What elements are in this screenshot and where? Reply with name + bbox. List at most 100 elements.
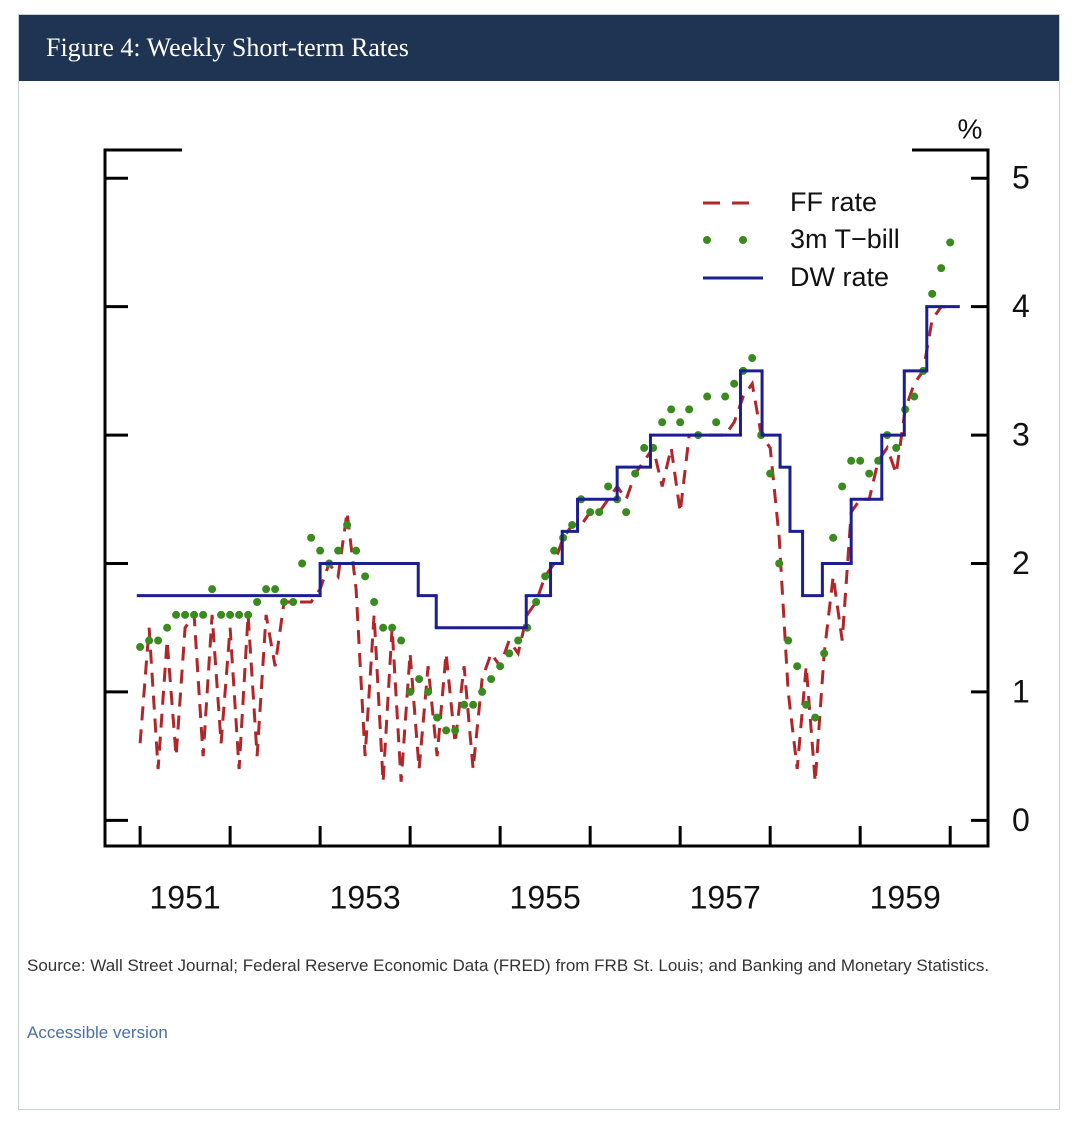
tbill-dot [244, 610, 253, 619]
tbill-dot [712, 418, 721, 427]
tbill-dot [361, 572, 370, 581]
tbill-dot [190, 610, 199, 619]
tbill-dot [892, 443, 901, 452]
legend-label: DW rate [790, 262, 889, 292]
tbill-dot [514, 636, 523, 645]
tbill-dot [262, 585, 271, 594]
tbill-dot [622, 508, 631, 517]
ff-line [138, 305, 951, 782]
tbill-dot [172, 610, 181, 619]
tbill-dot [811, 713, 820, 722]
tbill-dot [217, 610, 226, 619]
header-bar: Figure 4: Weekly Short-term Rates [19, 15, 1059, 81]
tbill-dot [388, 623, 397, 632]
tbill-dot [226, 610, 235, 619]
tbill-dot [352, 546, 361, 555]
tbill-dot [604, 482, 613, 491]
source-note: Source: Wall Street Journal; Federal Res… [27, 956, 990, 975]
legend-swatch [739, 236, 747, 244]
tbill-dot [595, 508, 604, 517]
tbill-dot [586, 508, 595, 517]
tbill-dot [154, 636, 163, 645]
tbill-dot [838, 482, 847, 491]
tbill-dot [280, 598, 289, 607]
tbill-dot [199, 610, 208, 619]
legend-label: 3m T−bill [790, 224, 900, 254]
tbill-dot [928, 289, 937, 298]
tbill-dot [631, 469, 640, 478]
x-tick-label: 1953 [330, 879, 401, 915]
tbill-dot [415, 675, 424, 684]
tbill-dot [676, 418, 685, 427]
y-tick-label: 4 [1012, 288, 1030, 324]
x-tick-label: 1955 [510, 879, 581, 915]
tbill-dot [865, 469, 874, 478]
tbill-dot [550, 546, 559, 555]
y-tick-label: 1 [1012, 673, 1030, 709]
tbill-dot [397, 636, 406, 645]
tbill-dot [910, 392, 919, 401]
tbill-dot [334, 546, 343, 555]
figure-card: Figure 4: Weekly Short-term Rates [18, 14, 1060, 1110]
y-tick-label: 3 [1012, 417, 1030, 453]
tbill-dot [451, 726, 460, 735]
tbill-dot [487, 675, 496, 684]
tbill-dot [847, 456, 856, 465]
accessible-link[interactable]: Accessible version [27, 1023, 168, 1042]
x-tick-label: 1959 [870, 879, 941, 915]
y-tick-label: 0 [1012, 802, 1030, 838]
tbill-dot [136, 642, 145, 651]
tbill-dot [802, 700, 811, 709]
tbill-dot [775, 559, 784, 568]
tbill-dot [640, 443, 649, 452]
tbill-dot [379, 623, 388, 632]
tbill-dot [469, 700, 478, 709]
legend-label: FF rate [790, 187, 877, 217]
tbill-dot [307, 533, 316, 542]
tbill-dot [793, 662, 802, 671]
chart: 0 1 2 3 4 5% 1951 1953 1955 1957 1959 FF rate 3m T−b… [103, 113, 1030, 915]
tbill-dot [406, 687, 415, 696]
tbill-dot [316, 546, 325, 555]
x-tick-label: 1951 [150, 879, 221, 915]
tbill-dot [145, 636, 154, 645]
tbill-dot [424, 687, 433, 696]
tbill-dot [541, 572, 550, 581]
tbill-dot [298, 559, 307, 568]
y-axis-unit: % [958, 113, 983, 144]
tbill-dot [667, 405, 676, 414]
tbill-dot [505, 649, 514, 658]
tbill-dot [568, 520, 577, 529]
tbill-dot [703, 392, 712, 401]
tbill-dot [730, 379, 739, 388]
tbill-dot [433, 713, 442, 722]
tbill-dot [163, 623, 172, 632]
tbill-dot [658, 418, 667, 427]
tbill-dot [748, 354, 757, 363]
tbill-dot [253, 598, 262, 607]
tbill-dot [829, 533, 838, 542]
tbill-dot [820, 649, 829, 658]
chart-title: Figure 4: Weekly Short-term Rates [46, 33, 409, 62]
tbill-dot [289, 598, 298, 607]
tbill-dot [937, 264, 946, 273]
tbill-dot [766, 469, 775, 478]
tbill-dot [478, 687, 487, 696]
tbill-dot [856, 456, 865, 465]
x-tick-label: 1957 [690, 879, 761, 915]
tbill-dot [208, 585, 217, 594]
tbill-dot [721, 392, 730, 401]
tbill-dot [442, 726, 451, 735]
tbill-dot [343, 520, 352, 529]
tbill-dot [946, 238, 955, 247]
tbill-dot [271, 585, 280, 594]
tbill-dot [181, 610, 190, 619]
legend-swatch [703, 236, 711, 244]
tbill-dot [370, 598, 379, 607]
tbill-dot [235, 610, 244, 619]
tbill-dot [685, 405, 694, 414]
tbill-dot [460, 700, 469, 709]
y-tick-label: 5 [1012, 160, 1030, 196]
tbill-dot [784, 636, 793, 645]
